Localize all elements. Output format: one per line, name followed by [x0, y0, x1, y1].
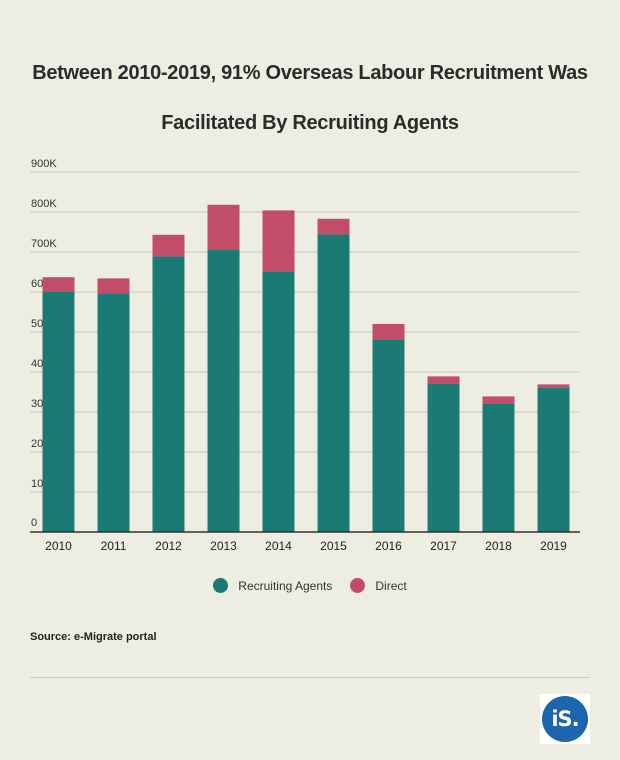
bar-recruiting-agents [537, 387, 570, 532]
chart-title: Between 2010-2019, 91% Overseas Labour R… [20, 48, 600, 148]
chart-legend: Recruiting Agents Direct [0, 578, 620, 593]
x-tick-label: 2012 [155, 539, 182, 553]
bar-recruiting-agents [372, 339, 405, 532]
y-tick-label: 0 [31, 517, 37, 529]
x-tick-label: 2011 [101, 539, 127, 553]
legend-label-recruiting-agents: Recruiting Agents [238, 578, 333, 593]
x-tick-label: 2017 [430, 539, 457, 553]
bar-direct [97, 278, 130, 294]
bar-direct [482, 396, 515, 404]
bar-recruiting-agents [427, 383, 460, 532]
bar-direct [207, 204, 240, 250]
brand-logo[interactable]: iS. [540, 694, 590, 744]
legend-item-direct[interactable]: Direct [350, 578, 407, 593]
x-tick-label: 2019 [540, 539, 567, 553]
bar-direct [372, 324, 405, 340]
bar-direct [317, 218, 350, 235]
x-tick-label: 2016 [375, 539, 402, 553]
legend-marker-direct [350, 578, 366, 593]
bar-recruiting-agents [42, 291, 75, 532]
stacked-bar-chart: 0100K200K300K400K500K600K700K800K900K201… [30, 158, 580, 553]
bar-recruiting-agents [97, 293, 130, 532]
bar-recruiting-agents [152, 256, 185, 532]
bar-direct [537, 384, 570, 388]
legend-item-recruiting-agents[interactable]: Recruiting Agents [213, 578, 332, 593]
source-note: Source: e-Migrate portal [30, 631, 157, 643]
y-tick-label: 800K [31, 198, 57, 210]
bar-recruiting-agents [207, 250, 240, 532]
bar-recruiting-agents [317, 234, 350, 532]
y-tick-label: 700K [31, 238, 57, 250]
bar-recruiting-agents [482, 403, 515, 532]
x-tick-label: 2018 [485, 539, 512, 553]
chart-title-line-1: Between 2010-2019, 91% Overseas Labour R… [32, 62, 588, 84]
x-tick-label: 2010 [45, 539, 72, 553]
logo-badge-icon: iS. [542, 696, 588, 742]
bar-direct [427, 376, 460, 384]
bar-direct [262, 210, 295, 272]
x-tick-label: 2014 [265, 539, 292, 553]
bar-recruiting-agents [262, 272, 295, 532]
legend-marker-recruiting-agents [213, 578, 229, 593]
x-tick-label: 2013 [210, 539, 237, 553]
x-tick-label: 2015 [320, 539, 347, 553]
bar-direct [42, 277, 75, 292]
y-tick-label: 900K [31, 158, 57, 170]
footer-divider [30, 677, 590, 678]
chart-title-line-2: Facilitated By Recruiting Agents [161, 112, 459, 134]
bar-direct [152, 234, 185, 257]
legend-label-direct: Direct [375, 578, 407, 593]
